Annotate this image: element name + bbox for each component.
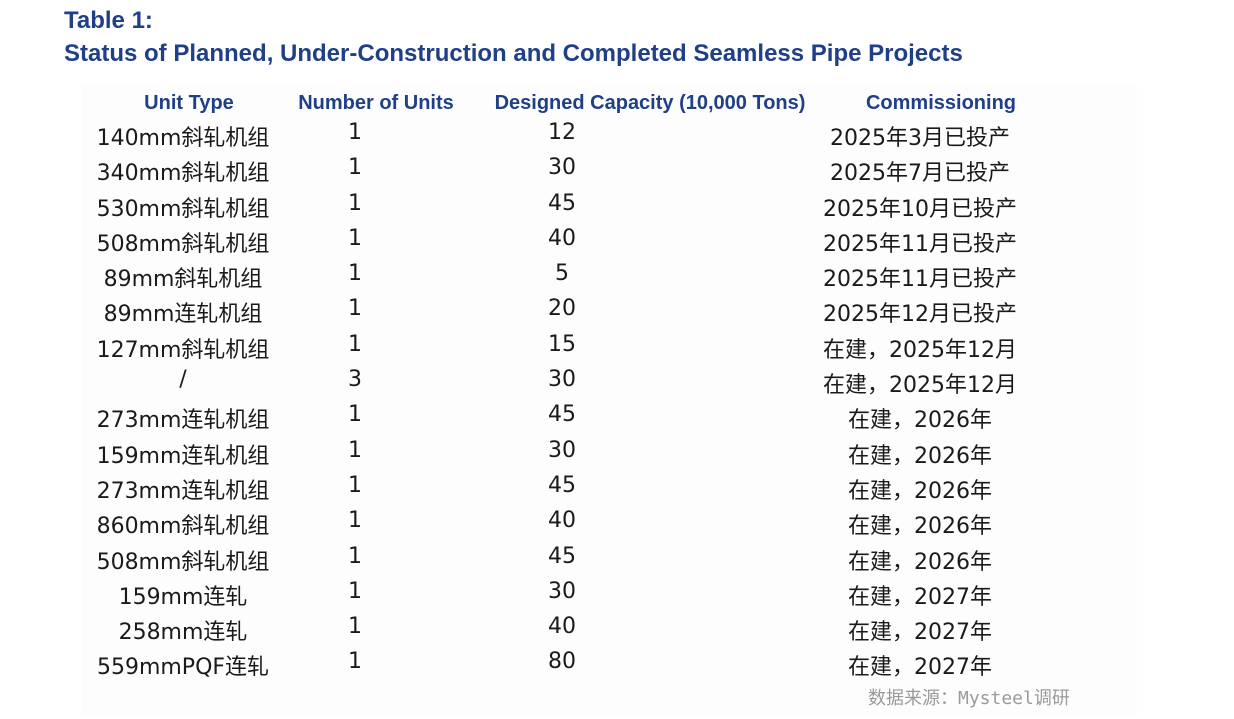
table-row: 860mm斜轧机组 1 40 在建，2026年 (0, 506, 1234, 541)
table-title-label: Table 1: (64, 7, 153, 34)
commissioning-cell: 在建，2026年 (848, 478, 992, 504)
designed-capacity-cell: 40 (548, 614, 576, 640)
unit-type-cell: 258mm连轧 (118, 620, 248, 646)
table-row: 159mm连轧机组 1 30 在建，2026年 (0, 436, 1234, 471)
commissioning-cell: 在建，2026年 (848, 443, 992, 469)
table-row: 273mm连轧机组 1 45 在建，2026年 (0, 471, 1234, 506)
unit-type-cell: / (179, 367, 187, 393)
unit-type-cell: 508mm斜轧机组 (96, 231, 270, 257)
table-row: 530mm斜轧机组 1 45 2025年10月已投产 (0, 189, 1234, 224)
commissioning-cell: 在建，2027年 (848, 620, 992, 646)
commissioning-cell: 2025年11月已投产 (823, 231, 1017, 257)
number-of-units-cell: 1 (348, 331, 362, 357)
number-of-units-cell: 1 (348, 225, 362, 251)
table-row: 559mmPQF连轧 1 80 在建，2027年 (0, 647, 1234, 682)
designed-capacity-cell: 80 (548, 649, 576, 675)
header-unit-type: Unit Type (144, 92, 234, 114)
number-of-units-cell: 1 (348, 649, 362, 675)
table-title-text: Status of Planned, Under-Construction an… (64, 40, 963, 67)
designed-capacity-cell: 30 (548, 155, 576, 181)
number-of-units-cell: 1 (348, 120, 362, 145)
designed-capacity-cell: 40 (548, 508, 576, 534)
number-of-units-cell: 1 (348, 190, 362, 216)
header-number-of-units: Number of Units (298, 92, 454, 114)
unit-type-cell: 508mm斜轧机组 (96, 549, 270, 575)
unit-type-cell: 89mm斜轧机组 (103, 267, 263, 293)
unit-type-cell: 860mm斜轧机组 (96, 514, 270, 540)
unit-type-cell: 159mm连轧 (118, 584, 248, 610)
number-of-units-cell: 3 (348, 367, 362, 393)
commissioning-cell: 在建，2026年 (848, 514, 992, 540)
commissioning-cell: 在建，2026年 (848, 549, 992, 575)
table-row: 127mm斜轧机组 1 15 在建，2025年12月 (0, 330, 1234, 365)
designed-capacity-cell: 30 (548, 437, 576, 463)
unit-type-cell: 159mm连轧机组 (96, 443, 270, 469)
commissioning-cell: 在建，2025年12月 (823, 337, 1017, 363)
designed-capacity-cell: 5 (555, 261, 569, 287)
table-row: / 3 30 在建，2025年12月 (0, 365, 1234, 400)
designed-capacity-cell: 40 (548, 225, 576, 251)
designed-capacity-cell: 45 (548, 402, 576, 428)
unit-type-cell: 530mm斜轧机组 (96, 196, 270, 222)
number-of-units-cell: 1 (348, 543, 362, 569)
designed-capacity-cell: 15 (548, 331, 576, 357)
commissioning-cell: 2025年10月已投产 (823, 196, 1017, 222)
designed-capacity-cell: 12 (548, 120, 576, 145)
designed-capacity-cell: 45 (548, 190, 576, 216)
table-row: 508mm斜轧机组 1 40 2025年11月已投产 (0, 224, 1234, 259)
table-row: 89mm连轧机组 1 20 2025年12月已投产 (0, 294, 1234, 329)
number-of-units-cell: 1 (348, 296, 362, 322)
designed-capacity-cell: 30 (548, 578, 576, 604)
table-title: Table 1: Status of Planned, Under-Constr… (64, 4, 963, 70)
data-source-note: 数据来源：Mysteel调研 (868, 688, 1070, 709)
number-of-units-cell: 1 (348, 472, 362, 498)
number-of-units-cell: 1 (348, 578, 362, 604)
table-header: Unit Type Number of Units Designed Capac… (0, 92, 1234, 122)
table-row: 89mm斜轧机组 1 5 2025年11月已投产 (0, 259, 1234, 294)
commissioning-cell: 在建，2026年 (848, 408, 992, 434)
designed-capacity-cell: 30 (548, 367, 576, 393)
unit-type-cell: 559mmPQF连轧 (96, 655, 270, 681)
table-row: 273mm连轧机组 1 45 在建，2026年 (0, 400, 1234, 435)
unit-type-cell: 273mm连轧机组 (96, 408, 270, 434)
commissioning-cell: 2025年3月已投产 (830, 126, 1010, 151)
number-of-units-cell: 1 (348, 261, 362, 287)
table-row: 258mm连轧 1 40 在建，2027年 (0, 612, 1234, 647)
number-of-units-cell: 1 (348, 155, 362, 181)
number-of-units-cell: 1 (348, 402, 362, 428)
table-panel (82, 86, 1137, 714)
designed-capacity-cell: 45 (548, 543, 576, 569)
table-row: 159mm连轧 1 30 在建，2027年 (0, 577, 1234, 612)
table-body: 140mm斜轧机组 1 12 2025年3月已投产 340mm斜轧机组 1 30 2025年7… (0, 118, 1234, 683)
header-commissioning: Commissioning (865, 92, 1017, 114)
designed-capacity-cell: 45 (548, 472, 576, 498)
commissioning-cell: 在建，2027年 (848, 584, 992, 610)
number-of-units-cell: 1 (348, 508, 362, 534)
table-row: 140mm斜轧机组 1 12 2025年3月已投产 (0, 118, 1234, 153)
commissioning-cell: 2025年11月已投产 (823, 267, 1017, 293)
unit-type-cell: 140mm斜轧机组 (96, 126, 270, 151)
commissioning-cell: 在建，2025年12月 (823, 373, 1017, 399)
table-row: 508mm斜轧机组 1 45 在建，2026年 (0, 542, 1234, 577)
designed-capacity-cell: 20 (548, 296, 576, 322)
commissioning-cell: 2025年12月已投产 (823, 302, 1017, 328)
unit-type-cell: 273mm连轧机组 (96, 478, 270, 504)
unit-type-cell: 127mm斜轧机组 (96, 337, 270, 363)
number-of-units-cell: 1 (348, 437, 362, 463)
unit-type-cell: 340mm斜轧机组 (96, 161, 270, 187)
header-designed-capacity: Designed Capacity (10,000 Tons) (494, 92, 806, 114)
number-of-units-cell: 1 (348, 614, 362, 640)
commissioning-cell: 2025年7月已投产 (830, 161, 1010, 187)
unit-type-cell: 89mm连轧机组 (103, 302, 263, 328)
table-row: 340mm斜轧机组 1 30 2025年7月已投产 (0, 153, 1234, 188)
commissioning-cell: 在建，2027年 (848, 655, 992, 681)
